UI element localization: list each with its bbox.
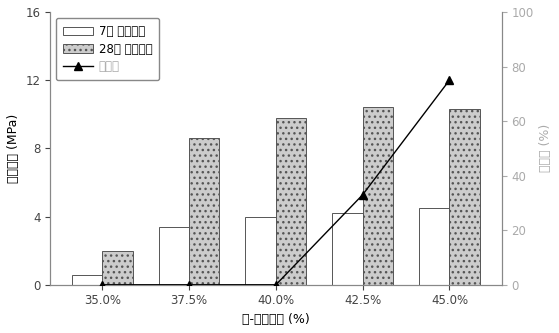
Bar bbox=[72, 274, 102, 285]
Bar bbox=[363, 108, 393, 285]
Bar bbox=[419, 208, 449, 285]
X-axis label: 물-결합재비 (%): 물-결합재비 (%) bbox=[242, 313, 310, 326]
Bar bbox=[276, 118, 306, 285]
Y-axis label: 압축강도 (MPa): 압축강도 (MPa) bbox=[7, 114, 20, 183]
Legend: 7일 압축강도, 28일 압축강도, 흐름값: 7일 압축강도, 28일 압축강도, 흐름값 bbox=[56, 18, 159, 81]
Bar bbox=[449, 109, 480, 285]
Bar bbox=[245, 216, 276, 285]
Bar bbox=[159, 227, 189, 285]
Bar bbox=[332, 213, 363, 285]
Y-axis label: 흐름값 (%): 흐름값 (%) bbox=[539, 124, 552, 172]
Bar bbox=[189, 138, 220, 285]
Bar bbox=[102, 251, 132, 285]
